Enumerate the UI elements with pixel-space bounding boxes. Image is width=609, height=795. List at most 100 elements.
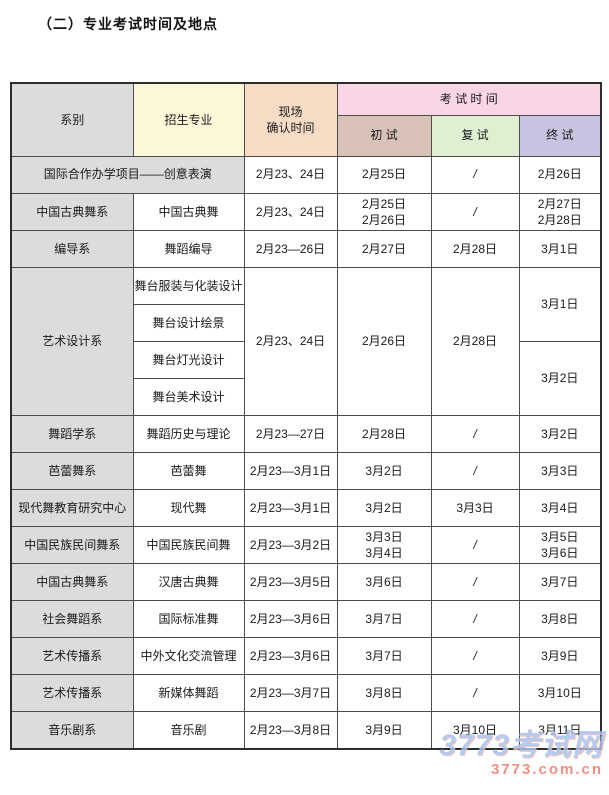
table-row: 艺术传播系 新媒体舞蹈 2月23—3月7日 3月8日 / 3月10日 [10, 674, 602, 713]
major-cell: 音乐剧 [132, 711, 245, 750]
first-exam-cell: 3月6日 [336, 563, 432, 602]
table-row: 艺术设计系 舞台服装与化装设计 2月23、24日 2月26日 2月28日 3月1… [10, 266, 602, 416]
table-row: 中国民族民间舞系 中国民族民间舞 2月23—3月2日 3月3日 3月4日 / 3… [10, 525, 602, 565]
major-cell: 新媒体舞蹈 [132, 674, 245, 713]
second-exam-cell: 3月3日 [430, 488, 520, 527]
table-row: 舞台设计绘景 [11, 303, 601, 342]
final-exam-cell: 3月5日 3月6日 [518, 525, 602, 565]
final-exam-cell: 3月11日 [518, 711, 602, 750]
confirm-cell: 2月23—3月6日 [243, 600, 338, 639]
table-row: 舞台美术设计 [11, 377, 601, 416]
second-exam-cell: / [430, 674, 520, 713]
final-exam-cell: 3月8日 [518, 600, 602, 639]
header-final-exam: 终 试 [518, 114, 602, 157]
final-exam-cell: 3月2日 [518, 340, 602, 416]
first-exam-cell: 2月25日 [336, 155, 432, 194]
table-row: 舞台灯光设计 3月2日 [11, 340, 602, 416]
confirm-cell: 2月23、24日 [243, 266, 338, 416]
dept-cell: 中国古典舞系 [10, 192, 134, 231]
second-exam-cell: / [430, 600, 520, 639]
second-exam-cell: / [430, 414, 520, 453]
table-row: 中国古典舞系 中国古典舞 2月23、24日 2月25日 2月26日 / 2月27… [10, 192, 602, 231]
second-exam-cell: / [430, 637, 520, 676]
first-exam-cell: 3月8日 [336, 674, 432, 713]
major-cell: 现代舞 [132, 488, 245, 527]
dept-cell: 芭蕾舞系 [10, 451, 134, 490]
major-cell: 舞台灯光设计 [132, 340, 245, 379]
major-cell: 舞蹈历史与理论 [132, 414, 245, 453]
dept-cell: 中国民族民间舞系 [10, 525, 134, 565]
confirm-cell: 2月23—3月5日 [243, 563, 338, 602]
major-cell: 国际标准舞 [132, 600, 245, 639]
major-cell: 汉唐古典舞 [132, 563, 245, 602]
dept-cell: 编导系 [10, 229, 134, 268]
dept-cell: 艺术设计系 [10, 266, 134, 416]
header-dept: 系别 [10, 82, 134, 157]
major-cell: 舞台服装与化装设计 [132, 266, 245, 305]
first-exam-cell: 2月28日 [336, 414, 432, 453]
dept-cell: 舞蹈学系 [10, 414, 134, 453]
major-cell: 中国古典舞 [132, 192, 245, 231]
major-cell: 芭蕾舞 [132, 451, 245, 490]
confirm-cell: 2月23—27日 [243, 414, 338, 453]
confirm-cell: 2月23—3月1日 [243, 488, 338, 527]
final-exam-cell: 3月3日 [518, 451, 602, 490]
table-row: 现代舞教育研究中心 现代舞 2月23—3月1日 3月2日 3月3日 3月4日 [10, 488, 602, 527]
header-confirm-time: 现场 确认时间 [243, 82, 338, 157]
table-row: 芭蕾舞系 芭蕾舞 2月23—3月1日 3月2日 / 3月3日 [10, 451, 602, 490]
first-exam-cell: 3月3日 3月4日 [336, 525, 432, 565]
major-cell: 舞台美术设计 [132, 377, 245, 416]
confirm-cell: 2月23—3月2日 [243, 525, 338, 565]
first-exam-cell: 3月7日 [336, 637, 432, 676]
header-major: 招生专业 [132, 82, 245, 157]
table-row: 社会舞蹈系 国际标准舞 2月23—3月6日 3月7日 / 3月8日 [10, 600, 602, 639]
dept-cell: 艺术传播系 [10, 637, 134, 676]
first-exam-cell: 3月2日 [336, 451, 432, 490]
header-exam-time: 考 试 时 间 [336, 82, 602, 116]
major-cell: 舞台设计绘景 [132, 303, 245, 342]
confirm-cell: 2月23—3月7日 [243, 674, 338, 713]
first-exam-cell: 3月2日 [336, 488, 432, 527]
second-exam-cell: 3月10日 [430, 711, 520, 750]
table-row: 音乐剧系 音乐剧 2月23—3月8日 3月9日 3月10日 3月11日 [10, 711, 602, 750]
table-row: 编导系 舞蹈编导 2月23—26日 2月27日 2月28日 3月1日 [10, 229, 602, 268]
major-cell: 中外文化交流管理 [132, 637, 245, 676]
second-exam-cell: / [430, 192, 520, 231]
dept-cell: 社会舞蹈系 [10, 600, 134, 639]
watermark-site-url: 3773.com.cn [490, 760, 603, 778]
final-exam-cell: 3月4日 [518, 488, 602, 527]
table-row: 艺术传播系 中外文化交流管理 2月23—3月6日 3月7日 / 3月9日 [10, 637, 602, 676]
second-exam-cell: / [430, 563, 520, 602]
second-exam-cell: 2月28日 [430, 229, 520, 268]
first-exam-cell: 2月26日 [336, 266, 432, 416]
final-exam-cell: 3月1日 [518, 266, 602, 342]
confirm-cell: 2月23—3月6日 [243, 637, 338, 676]
dept-cell: 现代舞教育研究中心 [10, 488, 134, 527]
exam-schedule-table: 系别 招生专业 现场 确认时间 考 试 时 间 初 试 复 试 终 试 国际合作… [10, 82, 603, 750]
confirm-cell: 2月23—3月1日 [243, 451, 338, 490]
table-row: 舞蹈学系 舞蹈历史与理论 2月23—27日 2月28日 / 3月2日 [10, 414, 602, 453]
second-exam-cell: 2月28日 [430, 266, 520, 416]
first-exam-cell: 2月25日 2月26日 [336, 192, 432, 231]
confirm-cell: 2月23—3月8日 [243, 711, 338, 750]
confirm-cell: 2月23—26日 [243, 229, 338, 268]
final-exam-cell: 3月9日 [518, 637, 602, 676]
confirm-cell: 2月23、24日 [243, 192, 338, 231]
second-exam-cell: / [430, 451, 520, 490]
dept-cell: 艺术传播系 [10, 674, 134, 713]
first-exam-cell: 2月27日 [336, 229, 432, 268]
second-exam-cell: / [430, 525, 520, 565]
final-exam-cell: 3月2日 [518, 414, 602, 453]
dept-cell: 中国古典舞系 [10, 563, 134, 602]
confirm-cell: 2月23、24日 [243, 155, 338, 194]
page-title: （二）专业考试时间及地点 [38, 16, 218, 32]
header-first-exam: 初 试 [336, 114, 432, 157]
final-exam-cell: 3月10日 [518, 674, 602, 713]
final-exam-cell: 3月1日 [518, 229, 602, 268]
first-exam-cell: 3月7日 [336, 600, 432, 639]
first-exam-cell: 3月9日 [336, 711, 432, 750]
final-exam-cell: 2月27日 2月28日 [518, 192, 602, 231]
table-row: 国际合作办学项目——创意表演 2月23、24日 2月25日 / 2月26日 [10, 155, 602, 194]
table-row: 中国古典舞系 汉唐古典舞 2月23—3月5日 3月6日 / 3月7日 [10, 563, 602, 602]
major-cell: 舞蹈编导 [132, 229, 245, 268]
